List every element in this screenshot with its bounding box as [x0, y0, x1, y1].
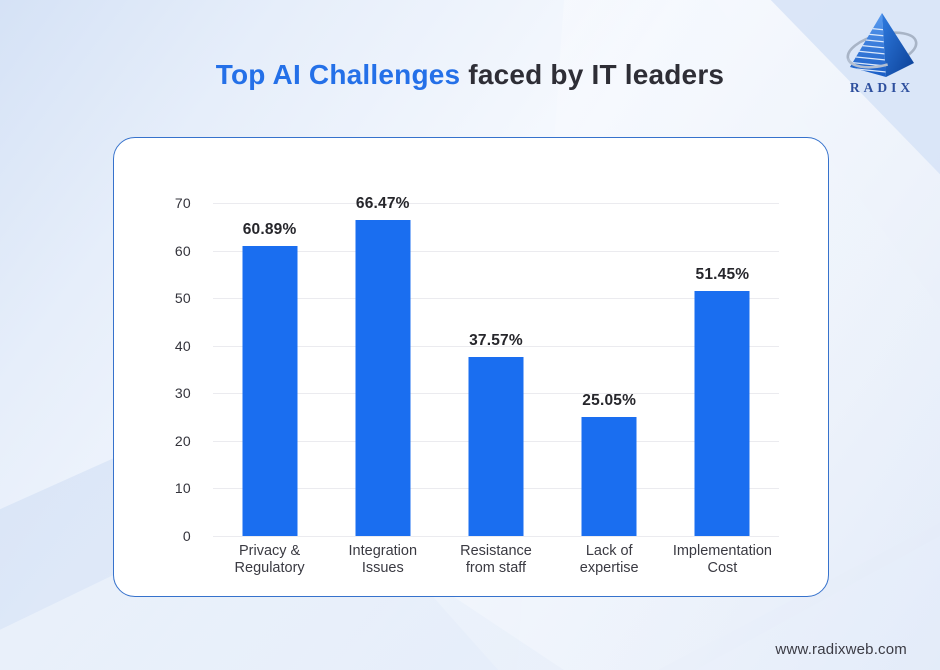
bar-slot: 37.57% [439, 203, 552, 536]
category-line: Lack of [585, 543, 633, 559]
y-tick-label: 40 [174, 337, 191, 354]
bar-value-label: 25.05% [582, 391, 637, 409]
bar-slot: 66.47% [326, 195, 439, 536]
category-label: Resistance from staff [439, 543, 552, 577]
category-line: Regulatory [234, 560, 305, 576]
y-tick-label: 70 [174, 195, 191, 211]
y-tick-label: 30 [174, 385, 191, 402]
bar-3 [581, 416, 637, 536]
category-line: Resistance [460, 543, 532, 559]
header: Top AI Challenges faced by IT leaders [0, 55, 940, 95]
category-label: Implementation Cost [666, 543, 779, 577]
title-highlight: Top AI Challenges [215, 59, 461, 90]
bar-value-label: 51.45% [695, 266, 750, 284]
y-axis: 0 10 20 30 40 50 60 70 [114, 195, 191, 544]
bar-0 [242, 246, 298, 536]
y-tick-label: 0 [182, 528, 191, 544]
category-line: Privacy & [238, 543, 301, 559]
gridline-0 [213, 536, 779, 537]
y-tick-label: 50 [174, 290, 191, 307]
bar-slot: 25.05% [553, 203, 666, 536]
category-label: Privacy & Regulatory [213, 543, 326, 577]
y-tick-label: 20 [174, 432, 191, 449]
bar-slot: 51.45% [666, 203, 779, 536]
bar-4 [694, 291, 750, 536]
bar-slot: 60.89% [213, 203, 326, 536]
bar-value-label: 66.47% [355, 194, 410, 212]
bar-1 [355, 219, 411, 536]
category-line: expertise [579, 560, 639, 576]
plot-area: 60.89% 66.47% 37.57% 25.05% 51.45% [213, 195, 779, 537]
chart-card: 0 10 20 30 40 50 60 70 60.89% 66.47% 37.57% 25.05%… [113, 137, 829, 597]
y-tick-label: 60 [174, 242, 191, 259]
page-title: Top AI Challenges faced by IT leaders [0, 55, 940, 95]
category-label: Integration Issues [326, 543, 439, 577]
bar-value-label: 37.57% [469, 332, 523, 350]
y-tick-label: 10 [174, 480, 191, 497]
radix-logo-text: RADIX [850, 80, 914, 95]
website-url: www.radixweb.com [775, 641, 907, 658]
category-line: Integration [348, 543, 418, 559]
category-label: Lack of expertise [553, 543, 666, 577]
category-line: Issues [361, 560, 404, 576]
category-line: from staff [465, 560, 527, 576]
title-rest: faced by IT leaders [460, 59, 725, 90]
bar-value-label: 60.89% [242, 221, 297, 239]
radix-pyramid-icon: RADIX [846, 13, 918, 95]
category-line: Implementation [672, 543, 772, 559]
bar-2 [468, 357, 524, 536]
radix-logo: RADIX [834, 10, 930, 96]
category-line: Cost [707, 560, 738, 576]
